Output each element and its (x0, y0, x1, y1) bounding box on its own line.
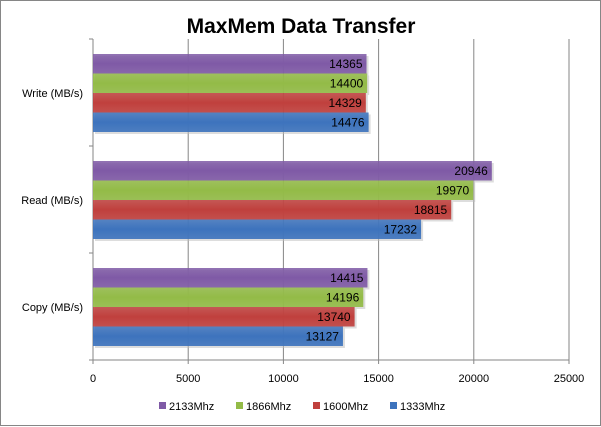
data-label: 20946 (454, 164, 488, 178)
data-label: 17232 (384, 222, 418, 236)
data-label: 14400 (330, 76, 364, 90)
data-label: 18815 (414, 203, 448, 217)
x-tick-label: 10000 (268, 373, 299, 385)
legend-label: 1333Mhz (400, 401, 445, 413)
data-label: 14365 (329, 57, 363, 71)
bar-1600Mhz (93, 307, 355, 327)
legend-swatch (159, 402, 166, 409)
legend-label: 1866Mhz (246, 401, 291, 413)
legend-swatch (313, 402, 320, 409)
data-label: 19970 (436, 183, 470, 197)
bar-2133Mhz (93, 161, 492, 181)
x-tick-label: 0 (90, 373, 96, 385)
bar-1333Mhz (93, 219, 422, 239)
bar-1866Mhz (93, 287, 364, 307)
data-label: 14196 (326, 290, 360, 304)
data-label: 13127 (306, 329, 340, 343)
bar-1600Mhz (93, 93, 366, 113)
category-label: Copy (MB/s) (22, 302, 83, 314)
bar-1333Mhz (93, 326, 343, 346)
x-tick-label: 25000 (554, 373, 585, 385)
bar-2133Mhz (93, 268, 368, 288)
chart-title: MaxMem Data Transfer (187, 15, 416, 38)
data-label: 14415 (330, 271, 364, 285)
bar-1866Mhz (93, 73, 368, 93)
bar-1866Mhz (93, 180, 474, 200)
x-tick-label: 15000 (363, 373, 394, 385)
legend-swatch (390, 402, 397, 409)
data-label: 14476 (331, 115, 365, 129)
data-label: 14329 (328, 96, 362, 110)
x-tick-label: 5000 (176, 373, 200, 385)
x-tick-label: 20000 (459, 373, 490, 385)
bar-2133Mhz (93, 54, 367, 74)
category-label: Read (MB/s) (21, 195, 83, 207)
bar-1333Mhz (93, 112, 369, 132)
legend-label: 1600Mhz (323, 401, 368, 413)
category-label: Write (MB/s) (22, 88, 83, 100)
bar-1600Mhz (93, 200, 452, 220)
data-label: 13740 (317, 310, 351, 324)
legend-label: 2133Mhz (169, 401, 214, 413)
legend-swatch (236, 402, 243, 409)
